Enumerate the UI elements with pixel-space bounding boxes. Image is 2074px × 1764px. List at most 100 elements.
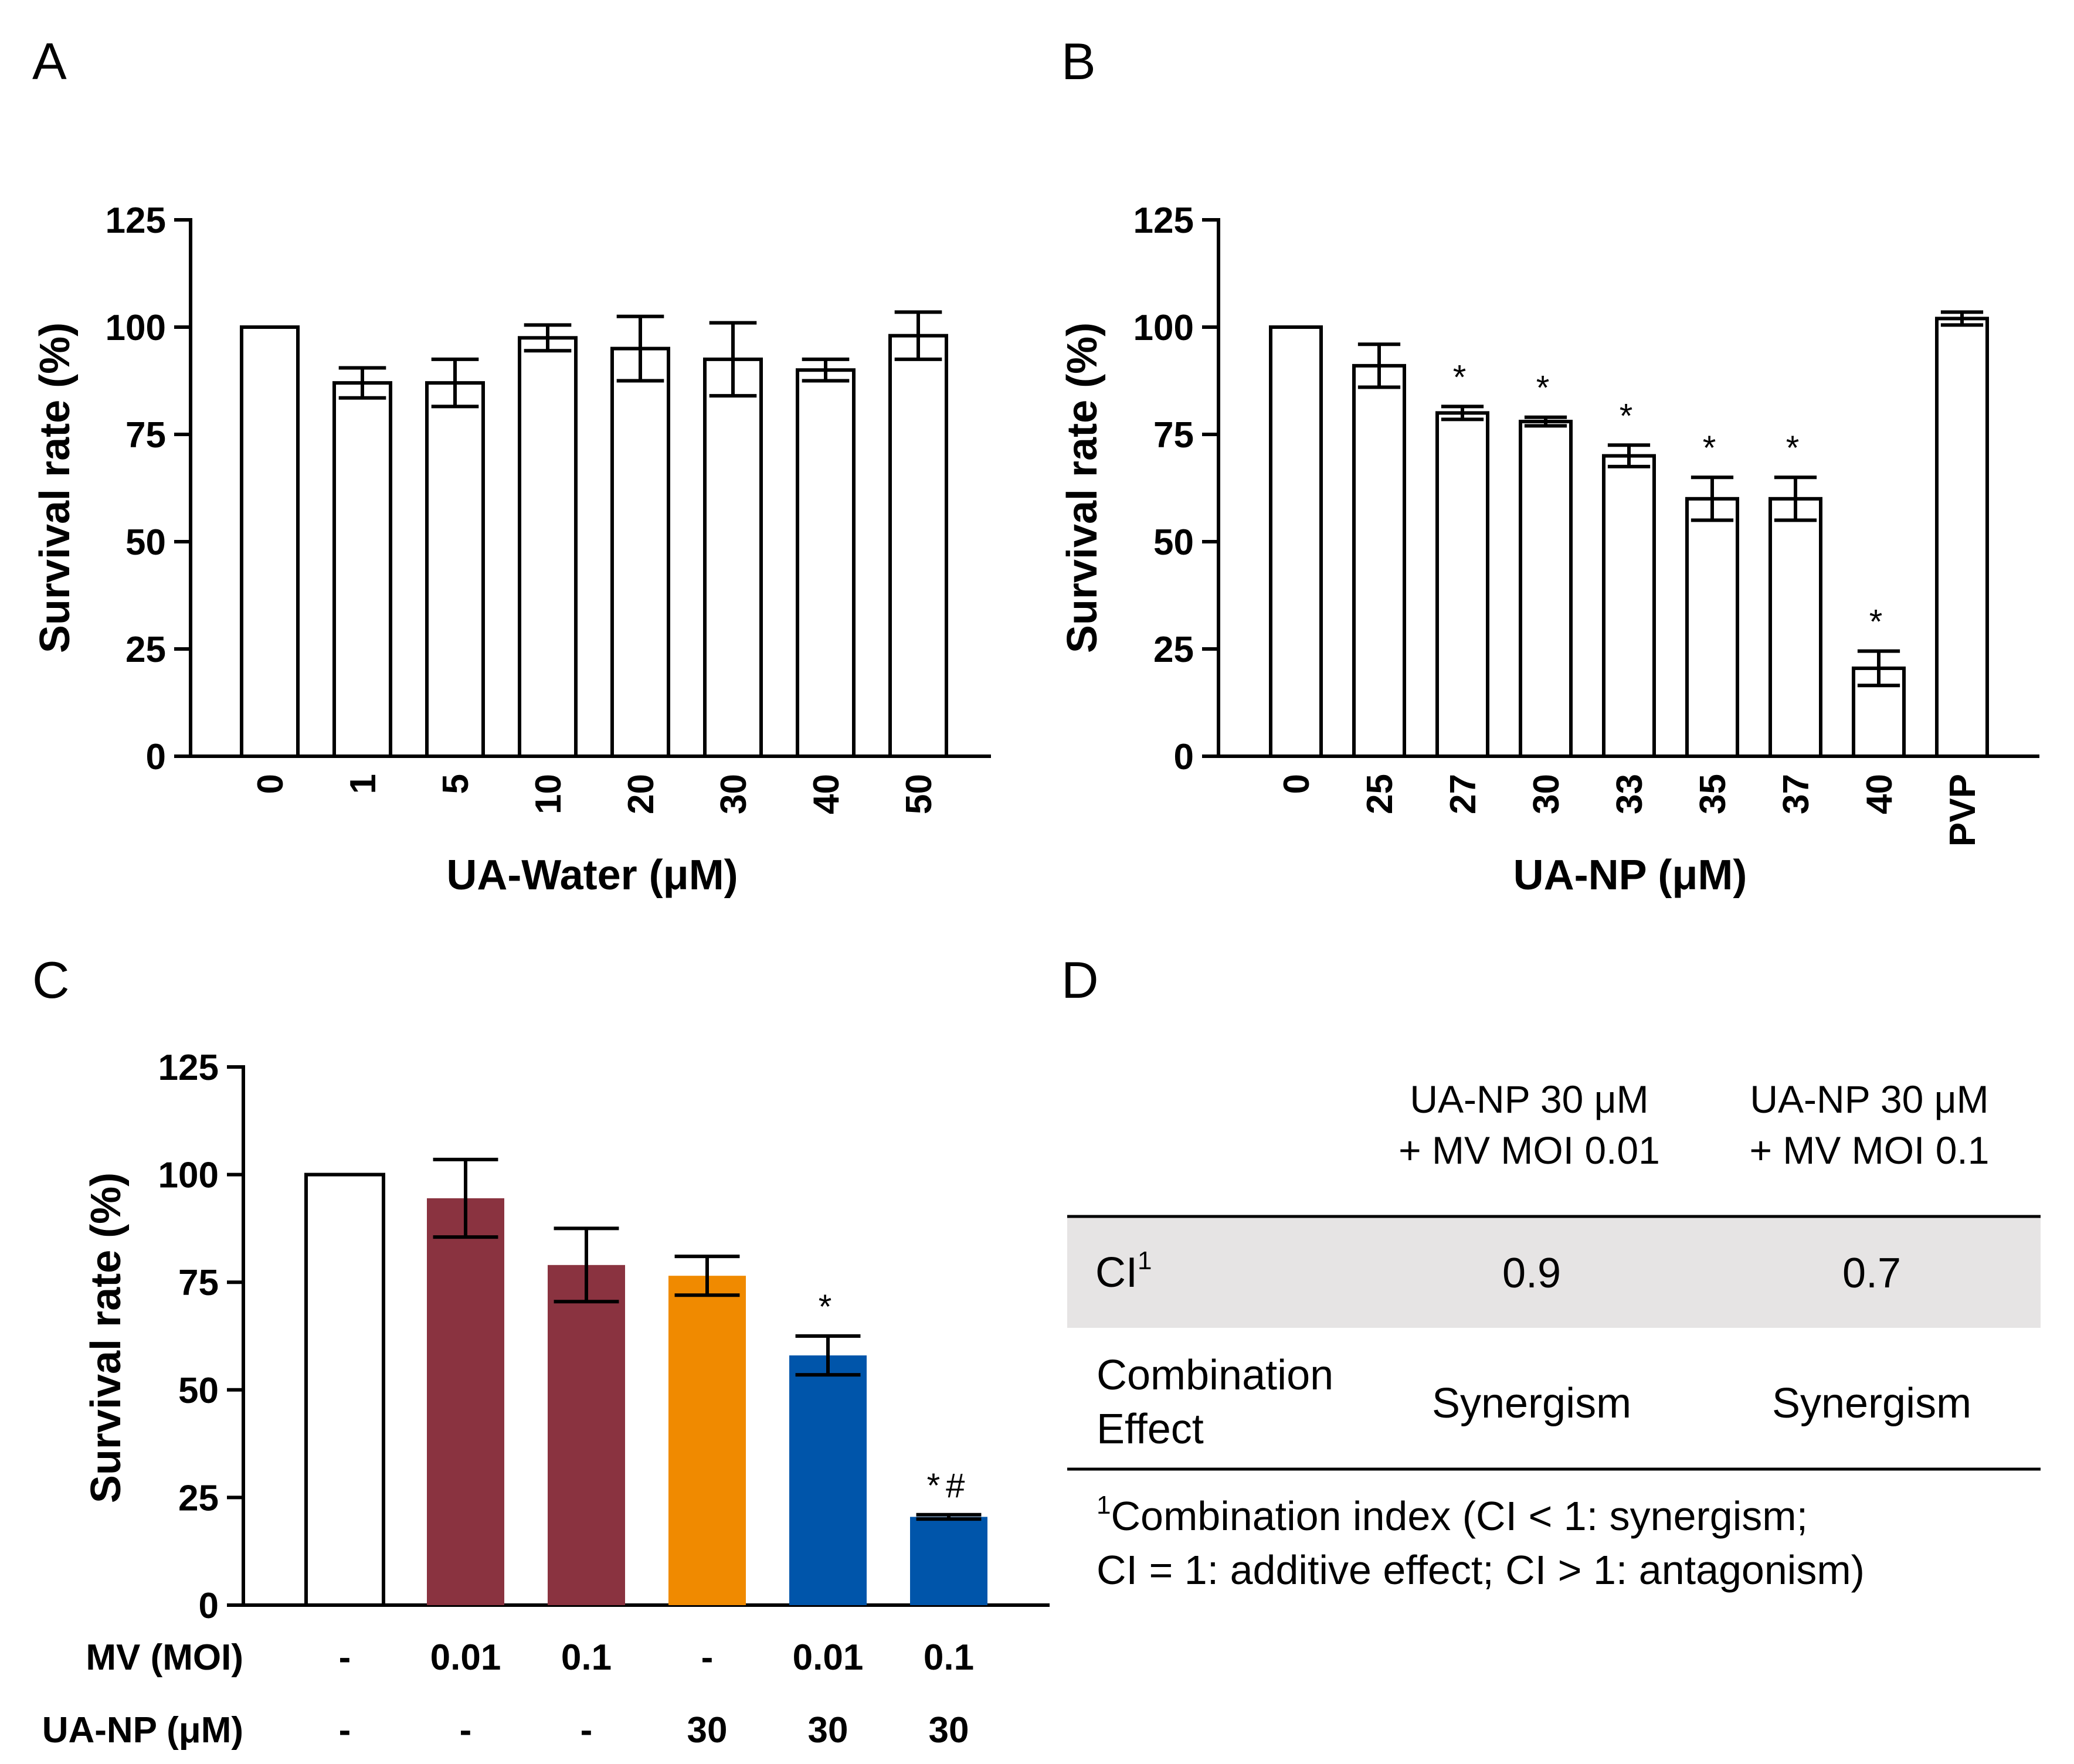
y-tick-label: 0 (199, 1586, 219, 1626)
y-tick-label: 25 (178, 1478, 219, 1518)
bar (703, 357, 763, 758)
bar (1935, 317, 1989, 758)
table-header-col1-line1: UA-NP 30 μM (1410, 1078, 1648, 1121)
y-tick-label: 125 (106, 200, 166, 241)
table-header-col2-line2: + MV MOI 0.1 (1750, 1129, 1990, 1172)
effect-label-line2: Effect (1097, 1406, 1204, 1453)
significance-marker: * (819, 1288, 838, 1326)
ci-row-label: CI1 (1095, 1246, 1152, 1296)
footnote-line2: CI = 1: additive effect; CI > 1: antagon… (1097, 1547, 1865, 1593)
panel-label-a: A (32, 32, 67, 90)
x-tick-label: 30 (714, 774, 754, 814)
x-tick-label: 40 (806, 774, 847, 814)
bar (1519, 420, 1573, 758)
condition-cell: 30 (687, 1710, 728, 1751)
bar (888, 334, 948, 758)
condition-cell: 30 (929, 1710, 969, 1751)
footnote-line1: 1Combination index (CI < 1: synergism; (1097, 1491, 1808, 1539)
condition-row-label: MV (MOI) (86, 1637, 243, 1678)
table-header-col1-line2: + MV MOI 0.01 (1398, 1129, 1660, 1172)
significance-marker: * (1869, 603, 1889, 641)
ci-value-col1: 0.9 (1502, 1250, 1561, 1297)
panel-label-c: C (32, 951, 70, 1009)
panel-label-d: D (1061, 951, 1099, 1009)
significance-marker: * (1786, 429, 1805, 467)
y-tick-label: 0 (146, 737, 166, 777)
condition-cell: - (339, 1710, 351, 1751)
bar (518, 336, 578, 758)
bar (796, 368, 856, 758)
x-tick-label: 30 (1526, 774, 1567, 814)
bar (1685, 497, 1739, 758)
effect-value-col1: Synergism (1432, 1380, 1631, 1427)
x-axis-label: UA-NP (μM) (1513, 852, 1747, 899)
bar (1435, 411, 1489, 758)
bar (668, 1276, 746, 1605)
condition-cell: - (339, 1637, 351, 1678)
y-tick-label: 75 (178, 1263, 219, 1303)
y-tick-label: 75 (1153, 415, 1194, 456)
ci-table: UA-NP 30 μM + MV MOI 0.01 UA-NP 30 μM + … (1067, 1078, 2041, 1593)
x-tick-label: 27 (1443, 774, 1484, 814)
effect-label-line1: Combination (1097, 1352, 1333, 1399)
x-tick-label: 40 (1859, 774, 1900, 814)
significance-marker: * (1453, 358, 1472, 396)
significance-marker: *# (927, 1467, 971, 1505)
significance-marker: * (1620, 397, 1639, 435)
chart-c: 0 25 50 75 100 125 Survival rate (%) * *# MV (MOI… (42, 1048, 1050, 1751)
significance-marker: * (1536, 369, 1556, 407)
bar (910, 1517, 987, 1605)
x-tick-label: 25 (1360, 774, 1400, 814)
condition-cell: 0.1 (561, 1637, 612, 1678)
bar (1768, 497, 1822, 758)
y-tick-label: 25 (125, 630, 166, 670)
condition-cell: - (460, 1710, 472, 1751)
y-tick-label: 25 (1153, 630, 1194, 670)
x-tick-label: 33 (1610, 774, 1650, 814)
y-tick-label: 100 (1133, 308, 1194, 348)
x-tick-label: 0 (250, 774, 291, 794)
ci-row-background (1067, 1216, 2041, 1328)
bar (425, 381, 485, 758)
x-tick-label: 1 (343, 774, 383, 794)
bar (610, 346, 670, 758)
bar (1602, 454, 1656, 758)
panel-label-b: B (1061, 32, 1096, 90)
bar (548, 1265, 625, 1605)
y-tick-label: 125 (1133, 200, 1194, 241)
x-tick-label: 50 (899, 774, 939, 814)
condition-row-label: UA-NP (μM) (42, 1710, 243, 1751)
effect-value-col2: Synergism (1772, 1380, 1971, 1427)
bar (1352, 363, 1406, 758)
y-tick-label: 50 (125, 522, 166, 563)
y-tick-label: 75 (125, 415, 166, 456)
y-axis-label: Survival rate (%) (1059, 322, 1106, 653)
y-tick-label: 50 (1153, 522, 1194, 563)
table-header-col2-line1: UA-NP 30 μM (1750, 1078, 1988, 1121)
condition-cell: - (701, 1637, 714, 1678)
condition-cell: 0.01 (430, 1637, 501, 1678)
condition-cell: 30 (808, 1710, 848, 1751)
condition-cell: - (581, 1710, 593, 1751)
significance-marker: * (1703, 429, 1722, 467)
bar (304, 1172, 385, 1607)
bar (1269, 325, 1323, 758)
bar (240, 325, 300, 758)
bar (789, 1355, 867, 1605)
y-axis-label: Survival rate (%) (32, 322, 79, 653)
x-axis-label: UA-Water (μM) (446, 852, 738, 899)
x-tick-label: 35 (1693, 774, 1733, 814)
y-tick-label: 0 (1174, 737, 1194, 777)
x-tick-label: 20 (621, 774, 661, 814)
y-axis-label: Survival rate (%) (83, 1172, 130, 1503)
condition-cell: 0.1 (924, 1637, 974, 1678)
y-tick-label: 125 (158, 1048, 219, 1088)
x-tick-label: 37 (1776, 774, 1817, 814)
y-tick-label: 100 (158, 1155, 219, 1196)
condition-cell: 0.01 (793, 1637, 864, 1678)
x-tick-label: 10 (528, 774, 569, 814)
x-tick-label: PVP (1943, 774, 1983, 847)
chart-b: 0 25 50 75 100 125 Survival rate (%) UA-NP (μM)… (1059, 200, 2039, 899)
